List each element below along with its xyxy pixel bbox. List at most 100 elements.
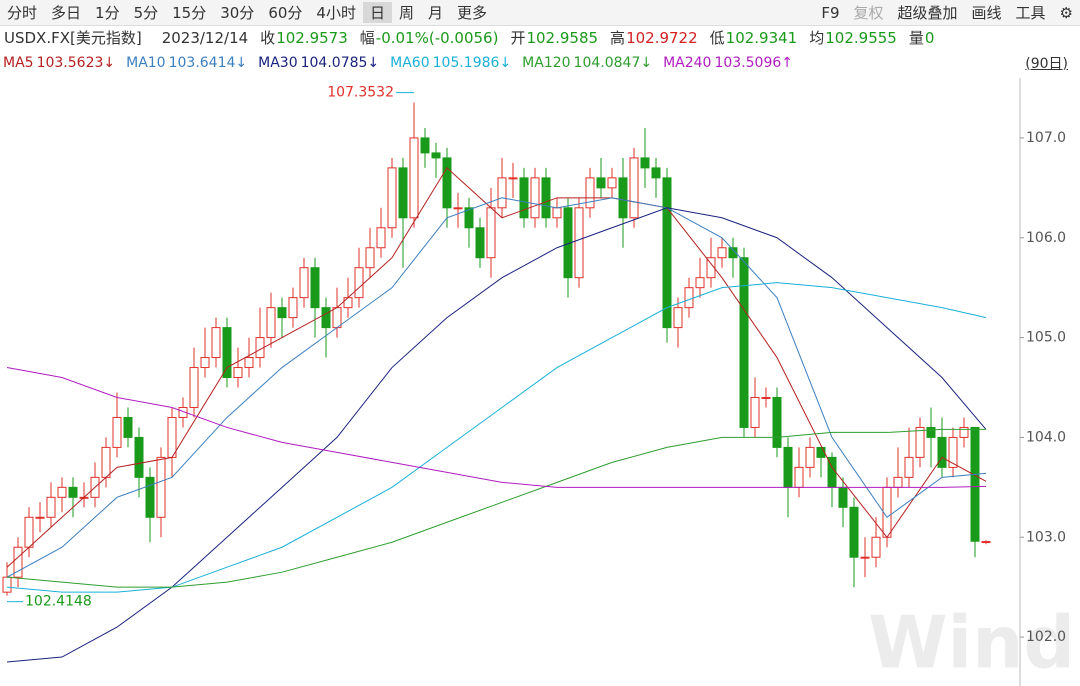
candle-body bbox=[101, 446, 111, 478]
candle-body bbox=[684, 287, 694, 309]
candle-body bbox=[651, 167, 661, 179]
info-bar: USDX.FX[美元指数] 2023/12/14 收 102.9573 幅 -0.01%(… bbox=[0, 25, 1080, 50]
candle-body bbox=[486, 207, 496, 259]
candle-body bbox=[68, 486, 78, 498]
toolbar-button[interactable]: F9 bbox=[821, 3, 840, 22]
toolbar-tab[interactable]: 5分 bbox=[133, 4, 159, 22]
candle-body bbox=[871, 536, 881, 558]
toolbar-tab[interactable]: 15分 bbox=[172, 4, 207, 22]
field-label: 均 bbox=[809, 29, 825, 47]
candle-body bbox=[321, 307, 331, 329]
toolbar-tab[interactable]: 多日 bbox=[51, 4, 82, 22]
candle-body bbox=[519, 177, 529, 219]
candle-body bbox=[816, 446, 826, 458]
candle-body bbox=[805, 446, 815, 468]
legend-name: MA60 bbox=[390, 54, 430, 71]
candle-body bbox=[288, 297, 298, 319]
candle-body bbox=[310, 267, 320, 309]
candle-body bbox=[706, 257, 716, 279]
field-value: 102.9555 bbox=[825, 28, 897, 47]
candle-body bbox=[475, 227, 485, 259]
candle-body bbox=[552, 207, 562, 219]
candle-body bbox=[2, 576, 12, 593]
candle-body bbox=[343, 297, 353, 309]
candle-body bbox=[695, 277, 705, 289]
field-label: 幅 bbox=[359, 29, 375, 47]
candle-body bbox=[497, 177, 507, 209]
candle-body bbox=[970, 426, 980, 542]
toolbar-tab[interactable]: 日 bbox=[362, 2, 392, 23]
y-tick-label: 107.0 bbox=[1026, 130, 1066, 146]
candle-body bbox=[233, 367, 243, 379]
candle-body bbox=[607, 177, 617, 189]
candle-body bbox=[629, 157, 639, 219]
candle-body bbox=[145, 476, 155, 518]
candle-body bbox=[24, 516, 34, 548]
candle-body bbox=[464, 207, 474, 229]
toolbar-button[interactable]: 工具 bbox=[1015, 4, 1046, 22]
toolbar-tab[interactable]: 4小时 bbox=[316, 4, 356, 22]
toolbar-tab[interactable]: 30分 bbox=[220, 4, 255, 22]
candle-body bbox=[882, 486, 892, 538]
candle-body bbox=[409, 137, 419, 219]
candle-body bbox=[893, 476, 903, 488]
candle-body bbox=[596, 177, 606, 189]
ma-line bbox=[6, 167, 987, 568]
toolbar-button[interactable]: 复权 bbox=[853, 4, 884, 22]
toolbar-tab[interactable]: 60分 bbox=[268, 4, 303, 22]
toolbar-tab[interactable]: 周 bbox=[398, 4, 414, 22]
candle-body bbox=[948, 436, 958, 468]
candle-body bbox=[387, 167, 397, 229]
field-label: 开 bbox=[510, 29, 526, 47]
toolbar-button[interactable]: 超级叠加 bbox=[897, 4, 958, 22]
y-tick-label: 102.0 bbox=[1026, 629, 1066, 645]
candle-body bbox=[200, 357, 210, 369]
candle-body bbox=[299, 267, 309, 299]
period[interactable]: (90日) bbox=[1025, 55, 1068, 72]
candle-body bbox=[585, 177, 595, 209]
candle-body bbox=[244, 357, 254, 369]
toolbar-tab[interactable]: 分时 bbox=[7, 4, 38, 22]
candle-body bbox=[838, 486, 848, 508]
y-tick-label: 103.0 bbox=[1026, 529, 1066, 545]
candle-body bbox=[739, 257, 749, 428]
legend-value: 104.0785↓ bbox=[300, 54, 380, 71]
y-tick-label: 106.0 bbox=[1026, 230, 1066, 246]
toolbar-tab[interactable]: 更多 bbox=[457, 4, 488, 22]
candle-body bbox=[156, 456, 166, 518]
candle-body bbox=[365, 247, 375, 269]
toolbar-button[interactable]: ⚙ bbox=[1059, 3, 1073, 22]
candle-body bbox=[915, 426, 925, 458]
candle-body bbox=[46, 496, 56, 518]
candle-body bbox=[134, 436, 144, 478]
candle-body bbox=[211, 327, 221, 359]
candle-body bbox=[277, 307, 287, 319]
candle-body bbox=[442, 157, 452, 209]
candle-body bbox=[35, 516, 45, 519]
candle-body bbox=[750, 396, 760, 428]
candle-body bbox=[541, 177, 551, 219]
candle-body bbox=[57, 486, 67, 498]
y-tick-label: 104.0 bbox=[1026, 429, 1066, 445]
field-label: 低 bbox=[709, 29, 725, 47]
toolbar-tab[interactable]: 1分 bbox=[95, 4, 120, 22]
candle-body bbox=[420, 137, 430, 154]
candle-body bbox=[530, 177, 540, 219]
field-label: 量 bbox=[908, 29, 924, 47]
candle-body bbox=[398, 167, 408, 219]
field-value: 102.9722 bbox=[626, 28, 698, 47]
ma-line bbox=[6, 207, 987, 663]
legend-name: MA30 bbox=[258, 54, 298, 71]
legend-name: MA120 bbox=[522, 54, 571, 71]
candle-body bbox=[574, 207, 584, 279]
candle-body bbox=[860, 556, 870, 559]
y-tick-label: 105.0 bbox=[1026, 330, 1066, 346]
toolbar-tab[interactable]: 月 bbox=[427, 4, 443, 22]
legend-name: MA10 bbox=[126, 54, 166, 71]
candle-body bbox=[167, 416, 177, 458]
toolbar-button[interactable]: 画线 bbox=[971, 4, 1002, 22]
candle-body bbox=[332, 307, 342, 329]
legend-value: 103.5096↑ bbox=[714, 54, 793, 71]
